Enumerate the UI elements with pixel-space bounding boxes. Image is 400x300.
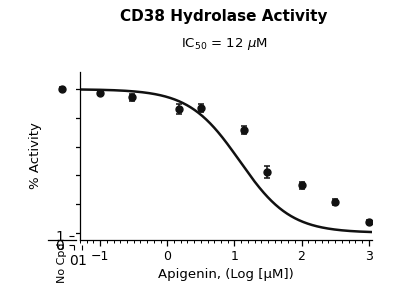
- X-axis label: No Cpd: No Cpd: [57, 243, 67, 283]
- Y-axis label: % Activity: % Activity: [29, 123, 42, 189]
- Text: CD38 Hydrolase Activity: CD38 Hydrolase Activity: [120, 9, 328, 24]
- X-axis label: Apigenin, (Log [μM]): Apigenin, (Log [μM]): [158, 268, 294, 281]
- Text: IC$_{50}$ = 12 $\mu$M: IC$_{50}$ = 12 $\mu$M: [181, 36, 267, 52]
